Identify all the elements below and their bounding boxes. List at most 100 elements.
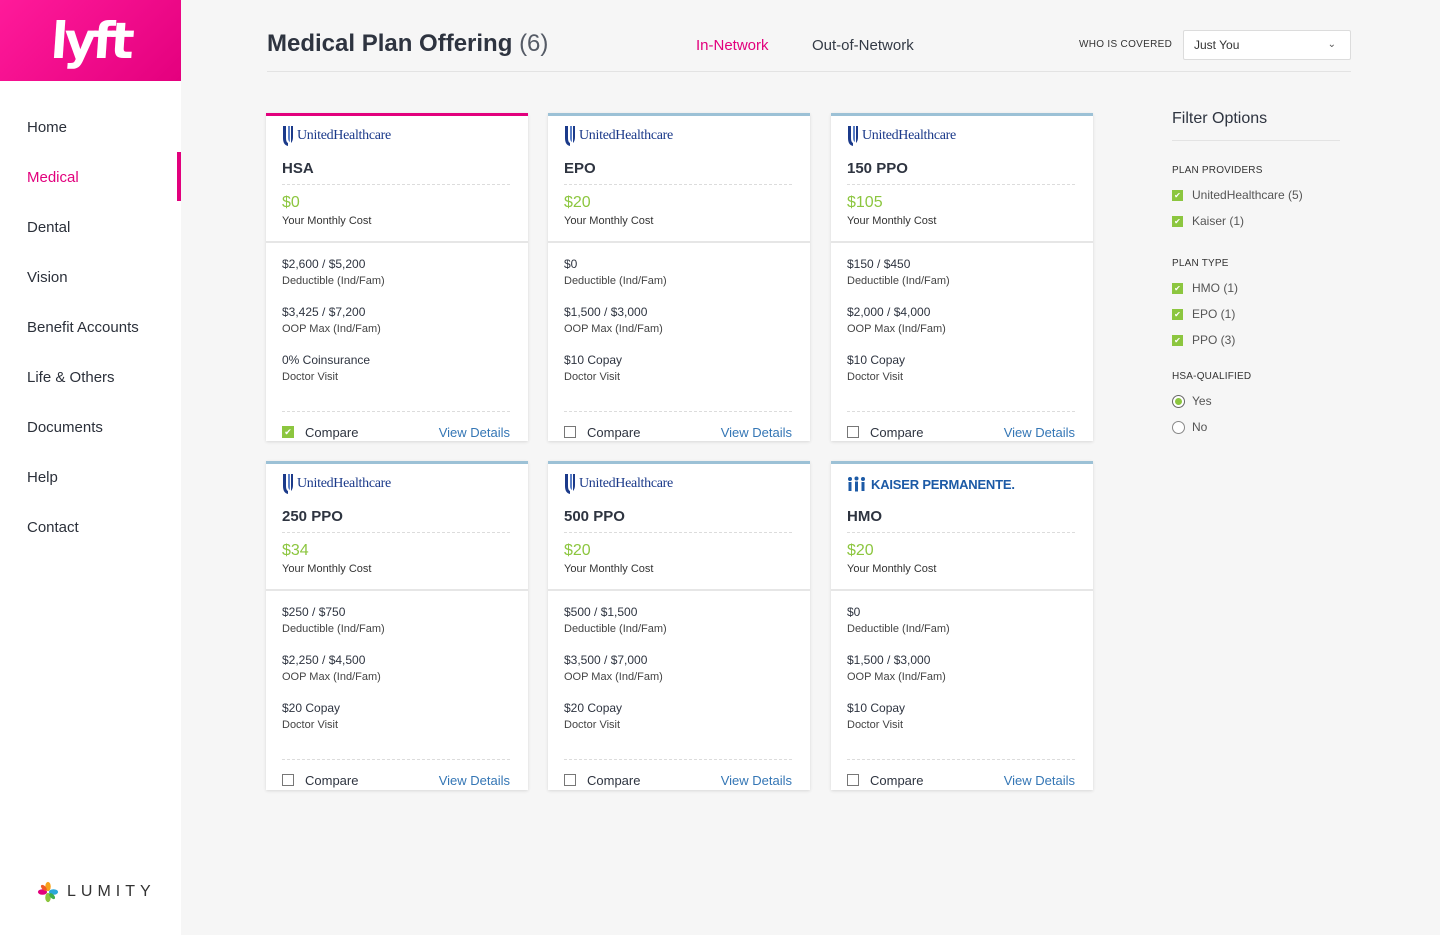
nav-item-documents[interactable]: Documents — [0, 402, 181, 452]
plan-card-details: $2,600 / $5,200 Deductible (Ind/Fam) $3,… — [266, 243, 528, 401]
doctor-visit-label: Doctor Visit — [564, 371, 621, 383]
oop-max: $1,500 / $3,000 OOP Max (Ind/Fam) — [564, 305, 792, 353]
compare-checkbox[interactable]: ✔ Compare — [282, 425, 358, 440]
plan-card-footer: ✔ Compare View Details — [282, 411, 510, 452]
provider-name: UnitedHealthcare — [579, 476, 673, 491]
nav-item-life-others[interactable]: Life & Others — [0, 352, 181, 402]
filter-option[interactable]: ✔ UnitedHealthcare (5) — [1172, 182, 1340, 208]
provider-name: UnitedHealthcare — [579, 128, 673, 143]
lyft-logo[interactable]: lyft — [0, 0, 181, 81]
checkbox-checked-icon[interactable]: ✔ — [1172, 308, 1183, 320]
plan-card-header: UnitedHealthcare 500 PPO $20 Your Monthl… — [548, 464, 810, 591]
nav-item-help[interactable]: Help — [0, 452, 181, 502]
view-details-link[interactable]: View Details — [720, 424, 792, 440]
compare-checkbox[interactable]: Compare — [847, 425, 923, 440]
filter-option[interactable]: ✔ Kaiser (1) — [1172, 208, 1340, 234]
nav-item-medical[interactable]: Medical — [0, 152, 181, 202]
plan-card-footer: Compare View Details — [282, 759, 510, 800]
doctor-visit-label: Doctor Visit — [282, 371, 339, 383]
doctor-visit-label: Doctor Visit — [564, 719, 621, 731]
compare-checkbox[interactable]: Compare — [564, 425, 640, 440]
oop-max-value: $2,250 / $4,500 — [282, 653, 366, 667]
provider-logo: UnitedHealthcare — [564, 472, 792, 496]
checkbox-icon[interactable] — [282, 774, 294, 786]
monthly-cost-label: Your Monthly Cost — [282, 563, 372, 575]
nav-item-label: Medical — [27, 168, 79, 186]
deductible: $150 / $450 Deductible (Ind/Fam) — [847, 257, 1075, 305]
filter-option[interactable]: ✔ EPO (1) — [1172, 301, 1340, 327]
hsa-radio-option[interactable]: Yes — [1172, 388, 1340, 414]
plan-name: 150 PPO — [847, 160, 1075, 185]
doctor-visit-value: $20 Copay — [282, 701, 341, 715]
deductible: $250 / $750 Deductible (Ind/Fam) — [282, 605, 510, 653]
nav-item-home[interactable]: Home — [0, 102, 181, 152]
nav-item-label: Life & Others — [27, 368, 115, 386]
filter-option[interactable]: ✔ HMO (1) — [1172, 275, 1340, 301]
nav-item-label: Contact — [27, 518, 79, 536]
filter-option[interactable]: ✔ PPO (3) — [1172, 327, 1340, 353]
monthly-cost-label: Your Monthly Cost — [564, 563, 654, 575]
kaiser-logo-icon — [848, 476, 865, 492]
plan-card: UnitedHealthcare EPO $20 Your Monthly Co… — [548, 113, 810, 441]
tab-out-of-network[interactable]: Out-of-Network — [812, 37, 914, 54]
checkbox-icon[interactable] — [564, 426, 576, 438]
filter-option-label: EPO (1) — [1192, 307, 1236, 321]
plan-card-details: $150 / $450 Deductible (Ind/Fam) $2,000 … — [831, 243, 1093, 401]
deductible-label: Deductible (Ind/Fam) — [847, 275, 950, 287]
view-details-link[interactable]: View Details — [438, 424, 510, 440]
plan-name: HMO — [847, 508, 1075, 533]
checkbox-icon[interactable] — [564, 774, 576, 786]
nav-item-vision[interactable]: Vision — [0, 252, 181, 302]
filter-group-providers-title: PLAN PROVIDERS — [1172, 165, 1263, 176]
filter-title: Filter Options — [1172, 110, 1340, 141]
monthly-cost-label: Your Monthly Cost — [282, 215, 372, 227]
oop-max-label: OOP Max (Ind/Fam) — [847, 323, 946, 335]
filter-option-label: UnitedHealthcare (5) — [1192, 188, 1303, 202]
checkbox-icon[interactable] — [847, 426, 859, 438]
nav-item-contact[interactable]: Contact — [0, 502, 181, 552]
deductible-value: $250 / $750 — [282, 605, 346, 619]
checkbox-icon[interactable] — [847, 774, 859, 786]
tab-in-network[interactable]: In-Network — [696, 37, 769, 54]
oop-max: $2,250 / $4,500 OOP Max (Ind/Fam) — [282, 653, 510, 701]
hsa-radio-option[interactable]: No — [1172, 414, 1340, 440]
oop-max-label: OOP Max (Ind/Fam) — [282, 323, 381, 335]
view-details-link[interactable]: View Details — [438, 772, 510, 788]
nav-item-benefit-accounts[interactable]: Benefit Accounts — [0, 302, 181, 352]
plan-card-header: UnitedHealthcare EPO $20 Your Monthly Co… — [548, 116, 810, 243]
view-details-link[interactable]: View Details — [720, 772, 792, 788]
nav-item-label: Vision — [27, 268, 68, 286]
monthly-cost: $20 — [564, 542, 591, 559]
filter-panel: Filter Options PLAN PROVIDERS ✔ UnitedHea… — [1172, 110, 1340, 440]
view-details-link[interactable]: View Details — [1003, 424, 1075, 440]
filter-option-label: Kaiser (1) — [1192, 214, 1245, 228]
filter-group-type: ✔ HMO (1) ✔ EPO (1) ✔ PPO (3) — [1172, 275, 1340, 353]
plan-name: 250 PPO — [282, 508, 510, 533]
compare-checkbox[interactable]: Compare — [564, 773, 640, 788]
plan-card-footer: Compare View Details — [847, 411, 1075, 452]
page-title-text: Medical Plan Offering — [267, 30, 513, 57]
compare-checkbox[interactable]: Compare — [847, 773, 923, 788]
checkbox-checked-icon[interactable]: ✔ — [1172, 282, 1183, 294]
plan-card-details: $0 Deductible (Ind/Fam) $1,500 / $3,000 … — [548, 243, 810, 401]
radio-icon[interactable] — [1172, 394, 1185, 408]
checkbox-icon[interactable]: ✔ — [282, 426, 294, 438]
checkbox-checked-icon[interactable]: ✔ — [1172, 189, 1183, 201]
deductible: $0 Deductible (Ind/Fam) — [564, 257, 792, 305]
checkbox-checked-icon[interactable]: ✔ — [1172, 334, 1183, 346]
sidebar: lyft Home Medical Dental Vision Benefit … — [0, 0, 181, 935]
doctor-visit-value: $10 Copay — [847, 353, 906, 367]
nav-item-label: Home — [27, 118, 68, 136]
compare-label: Compare — [587, 772, 641, 788]
monthly-cost-label: Your Monthly Cost — [564, 215, 654, 227]
who-is-covered-select[interactable]: Just You ⌄ — [1183, 30, 1351, 60]
nav-item-dental[interactable]: Dental — [0, 202, 181, 252]
checkbox-checked-icon[interactable]: ✔ — [1172, 215, 1183, 227]
view-details-link[interactable]: View Details — [1003, 772, 1075, 788]
doctor-visit: $10 Copay Doctor Visit — [847, 701, 1075, 749]
radio-icon[interactable] — [1172, 420, 1185, 434]
filter-group-providers: ✔ UnitedHealthcare (5) ✔ Kaiser (1) — [1172, 182, 1340, 234]
compare-checkbox[interactable]: Compare — [282, 773, 358, 788]
monthly-cost: $105 — [847, 194, 883, 211]
provider-name: UnitedHealthcare — [297, 128, 391, 143]
